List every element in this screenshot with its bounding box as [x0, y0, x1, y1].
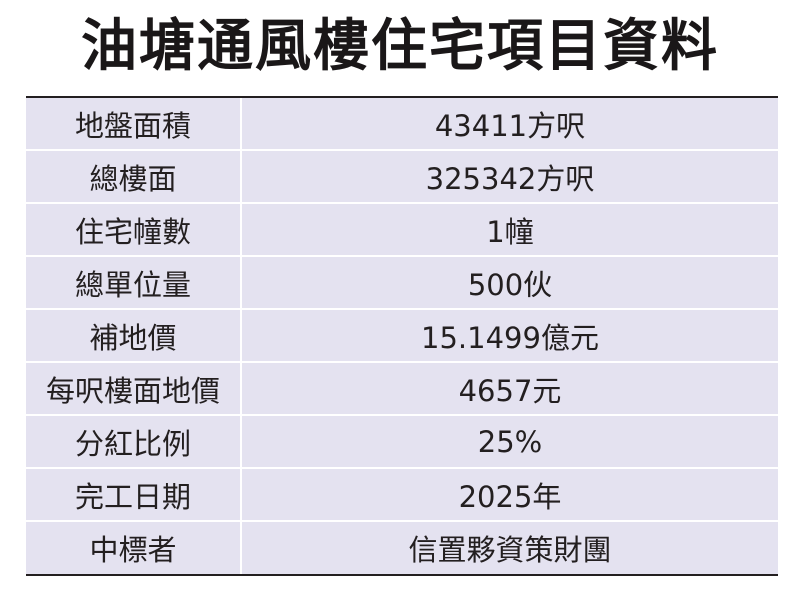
row-value: 325342方呎	[425, 161, 595, 196]
row-label: 中標者	[26, 522, 242, 574]
row-value: 500伙	[467, 267, 553, 302]
table-row: 總樓面 325342方呎	[26, 151, 778, 204]
row-label: 總樓面	[26, 151, 242, 202]
row-label: 分紅比例	[26, 416, 242, 467]
row-label: 地盤面積	[26, 98, 242, 149]
table-row: 補地價 15.1499億元	[26, 310, 778, 363]
table-row: 住宅幢數 1幢	[26, 204, 778, 257]
row-value: 4657元	[458, 373, 562, 408]
project-info-table: 地盤面積 43411方呎 總樓面 325342方呎 住宅幢數 1幢 總單位量 5…	[26, 96, 778, 576]
row-label: 住宅幢數	[26, 204, 242, 255]
row-label: 補地價	[26, 310, 242, 361]
table-row: 總單位量 500伙	[26, 257, 778, 310]
row-value: 43411方呎	[434, 108, 586, 143]
page-title: 油塘通風樓住宅項目資料	[81, 13, 719, 79]
table-row: 地盤面積 43411方呎	[26, 98, 778, 151]
table-row: 完工日期 2025年	[26, 469, 778, 522]
row-value: 2025年	[458, 479, 562, 514]
table-row: 每呎樓面地價 4657元	[26, 363, 778, 416]
row-value: 25%	[477, 424, 543, 459]
row-value: 15.1499億元	[421, 320, 599, 355]
table-row: 分紅比例 25%	[26, 416, 778, 469]
row-value: 信置夥資策財團	[408, 533, 612, 567]
row-label: 總單位量	[26, 257, 242, 308]
row-label: 完工日期	[26, 469, 242, 520]
row-value: 1幢	[486, 214, 534, 249]
table-row: 中標者 信置夥資策財團	[26, 522, 778, 574]
row-label: 每呎樓面地價	[26, 363, 242, 414]
